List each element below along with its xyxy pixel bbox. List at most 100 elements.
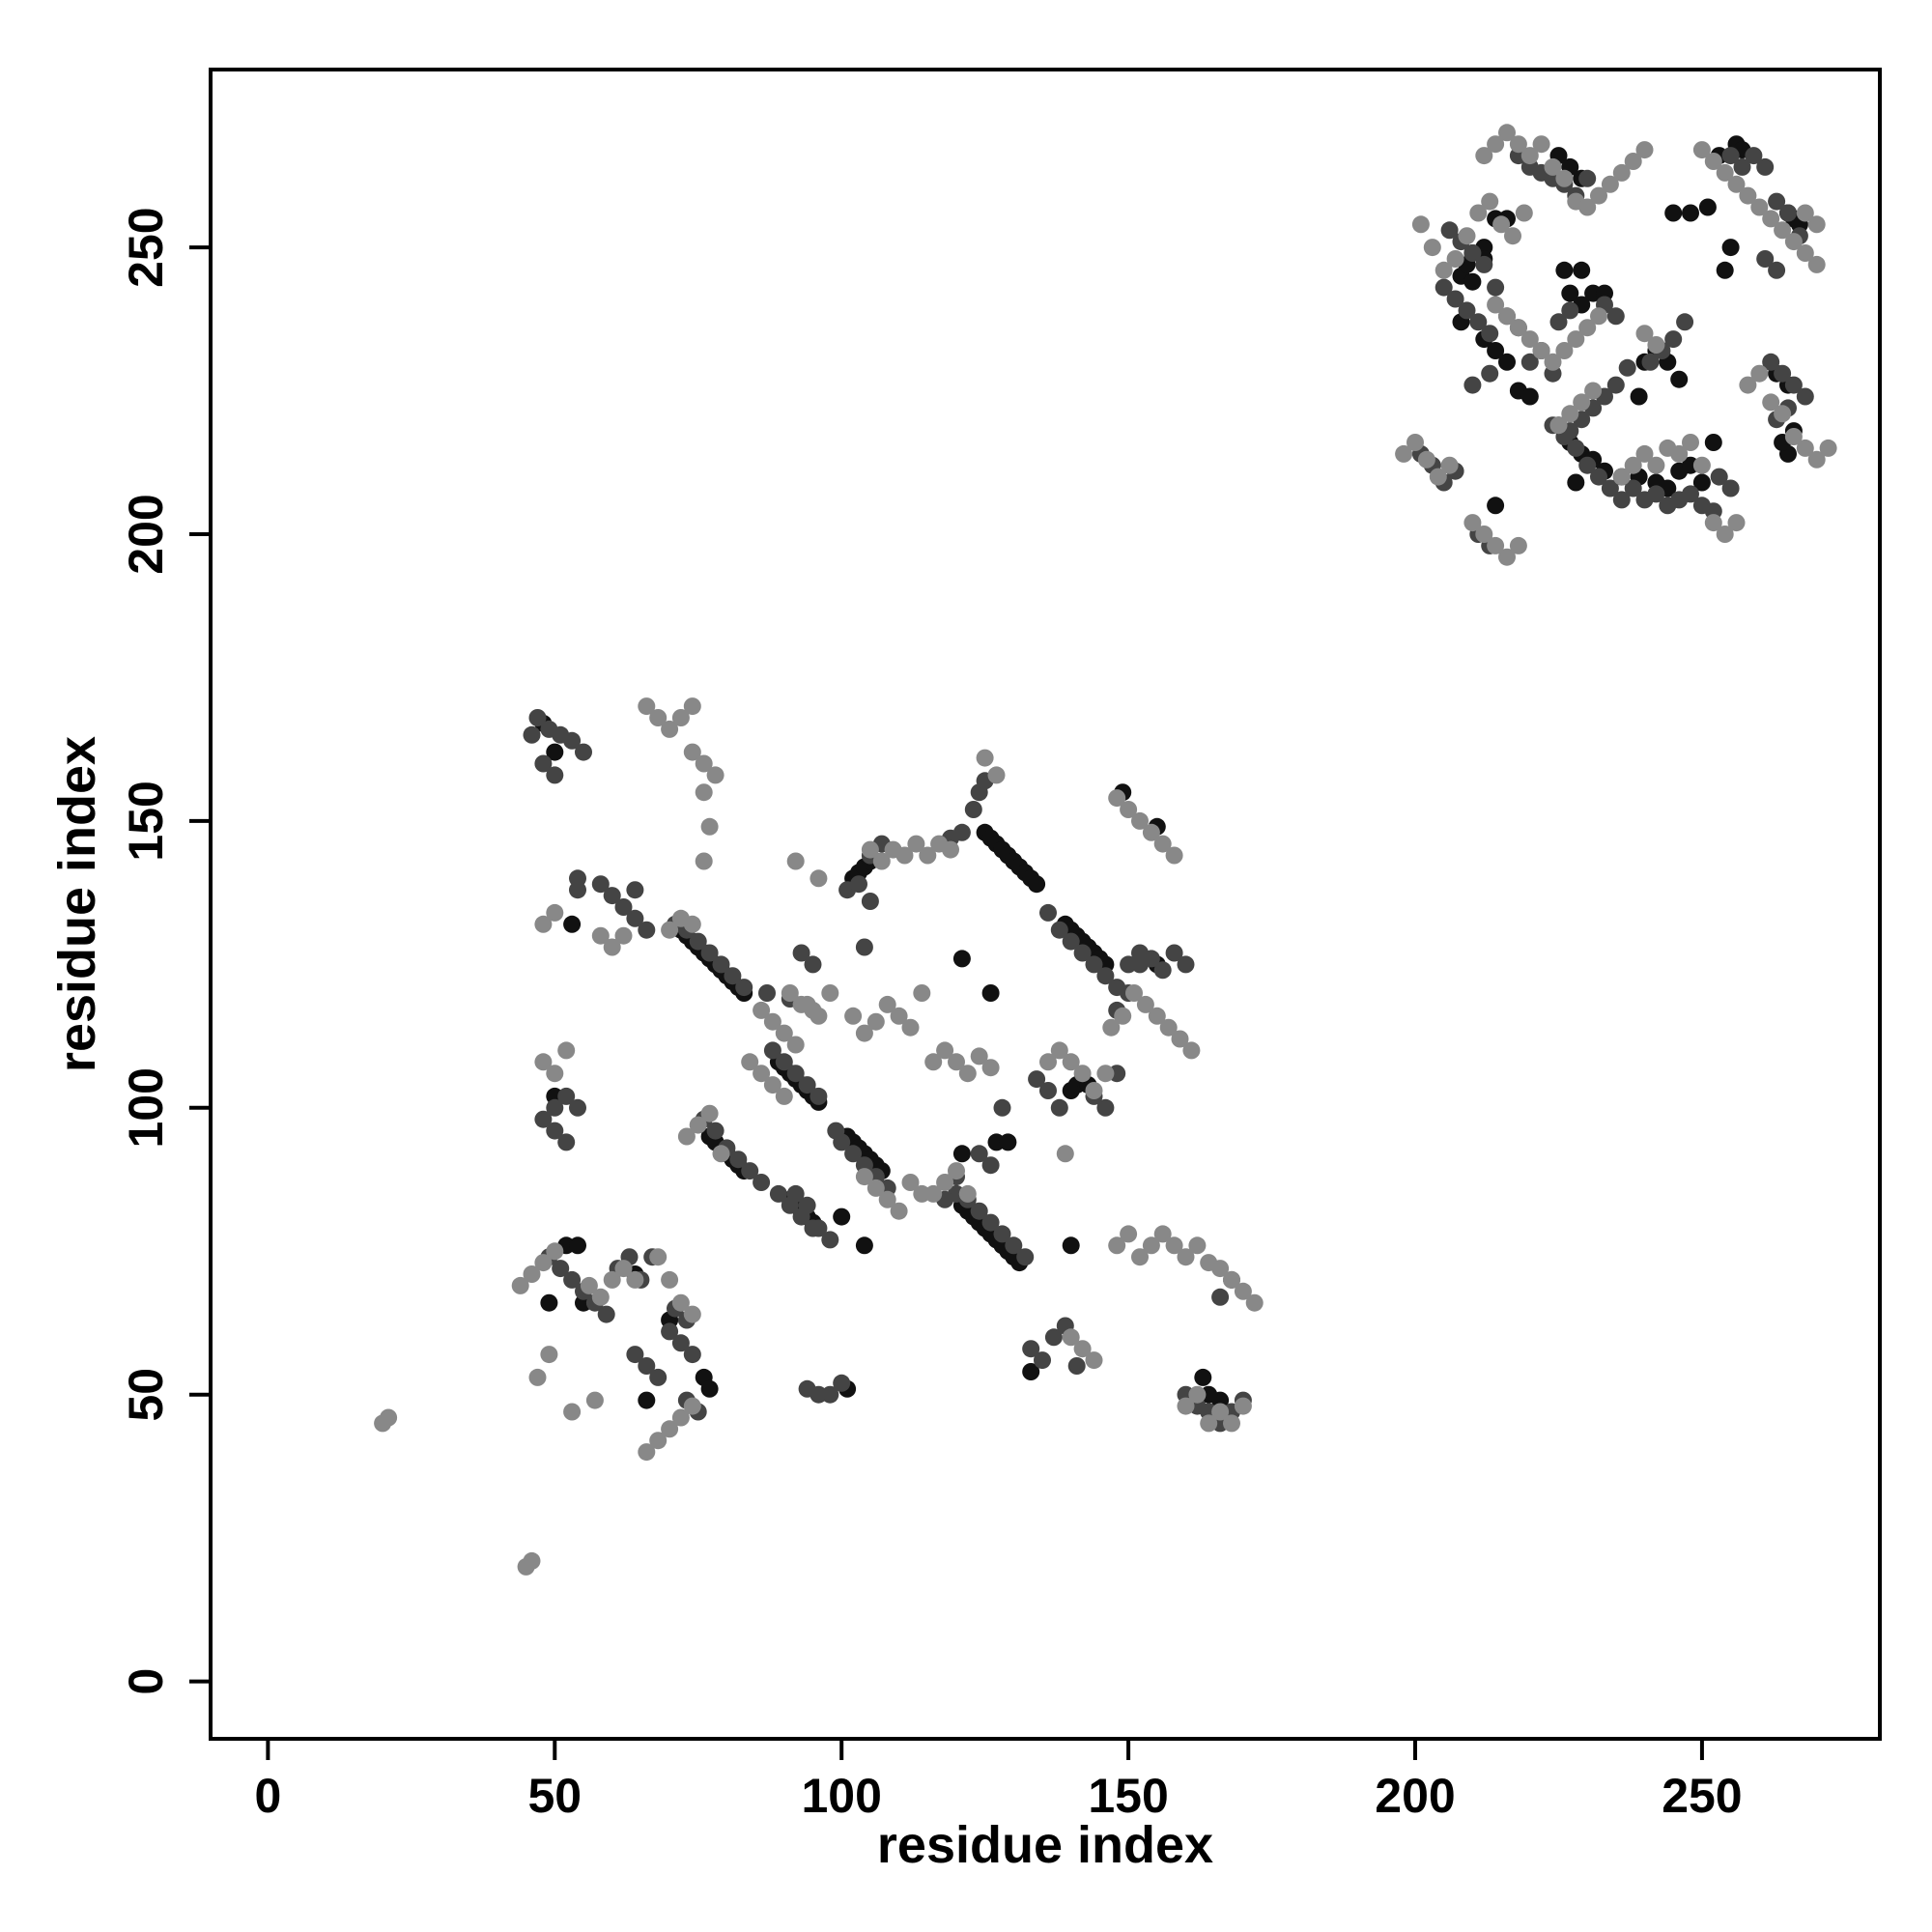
data-point [821,1385,839,1404]
data-point [626,1270,644,1289]
data-point [626,909,644,927]
x-tick-label: 250 [1662,1769,1742,1823]
data-point [1612,163,1631,182]
data-point [700,1104,719,1122]
data-point [1768,192,1786,211]
data-point [1739,186,1757,205]
data-point [936,1041,954,1060]
data-point [924,1053,943,1071]
data-point [1050,1041,1068,1060]
data-point [907,835,925,853]
data-point [1096,1065,1115,1083]
data-point [1796,387,1814,406]
data-point [546,1242,564,1261]
data-point [580,1276,598,1294]
data-point [1067,1357,1086,1375]
data-point [1762,210,1780,228]
data-point [546,903,564,922]
data-point [661,1420,679,1438]
data-point [563,915,582,933]
data-point [1682,434,1699,451]
data-point [569,1236,586,1255]
data-point [1578,456,1597,474]
data-point [528,709,547,726]
data-point [775,1024,793,1042]
data-point [1481,325,1499,343]
data-point [1481,192,1499,211]
data-point [741,1053,759,1071]
data-point [833,1133,851,1151]
data-point [1153,1225,1172,1243]
data-point [1182,1041,1201,1060]
data-point [1807,450,1826,469]
data-point [1177,1397,1195,1415]
data-point [1721,147,1740,165]
data-point [855,1236,873,1255]
data-point [1458,301,1476,320]
data-point [638,1443,656,1462]
data-point [833,1208,851,1226]
data-point [1223,1270,1240,1289]
data-point [1692,456,1711,474]
data-point [786,1036,805,1054]
data-point [1682,485,1699,503]
data-point [683,743,701,761]
data-point [1721,239,1740,257]
data-point [649,1248,668,1266]
data-point [1073,944,1092,962]
data-point [1590,307,1607,326]
data-point [1039,1053,1057,1071]
data-point [1807,215,1826,234]
data-point [1601,479,1619,497]
data-point [557,1041,576,1060]
data-point [724,967,742,985]
data-point [1440,221,1459,240]
y-tick-label: 250 [119,207,173,287]
x-tick-label: 0 [254,1769,281,1823]
data-point [523,1265,541,1283]
data-point [671,1334,690,1352]
data-point [1555,342,1574,359]
data-point [1549,313,1568,331]
data-point [540,1346,558,1364]
data-point [1096,1098,1115,1117]
data-point [1481,364,1499,383]
data-point [591,1288,610,1306]
data-point [546,1122,564,1140]
data-point [1664,204,1683,222]
data-point [1768,261,1786,279]
data-point [603,938,621,956]
data-point [855,1024,873,1042]
data-point [1028,875,1046,894]
data-point [603,1270,621,1289]
data-point [952,823,971,841]
data-point [1784,376,1803,394]
data-point [936,1174,954,1191]
data-point [1429,468,1447,486]
x-tick-label: 200 [1375,1769,1455,1823]
data-point [729,1151,748,1169]
data-point [775,1087,793,1105]
data-point [741,1162,759,1180]
data-point [638,921,656,939]
data-point [1102,1018,1121,1037]
data-point [1028,1070,1046,1089]
data-point [1601,175,1619,193]
data-point [1670,370,1689,388]
data-point [1446,290,1464,308]
data-point [626,1346,644,1364]
data-point [683,1305,701,1323]
data-point [1578,169,1597,187]
data-point [804,1001,822,1019]
data-point [1762,353,1780,371]
data-point [976,749,994,767]
data-point [1606,307,1625,326]
data-point [942,840,959,859]
data-point [1498,124,1516,142]
data-point [597,1305,615,1323]
data-point [861,840,879,859]
data-point [1756,157,1775,176]
data-point [1211,1403,1230,1421]
data-point [1698,198,1717,216]
data-point [1745,147,1763,165]
